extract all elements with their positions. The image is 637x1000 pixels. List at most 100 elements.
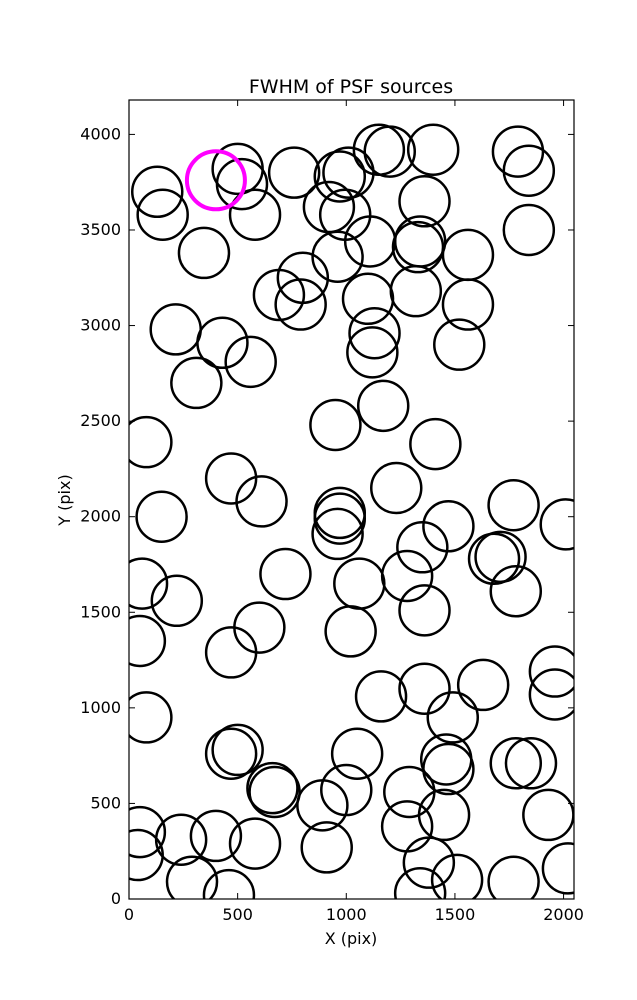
psf-source-circle — [352, 123, 406, 176]
psf-source-circle — [417, 788, 471, 842]
x-tick-label: 1500 — [435, 905, 476, 924]
psf-source-circle — [324, 605, 377, 658]
x-tick-label: 1000 — [326, 905, 367, 924]
psf-source-circle — [539, 498, 574, 551]
x-tick-label: 0 — [124, 905, 134, 924]
axis-ticks: 0 500 1000 1500 2000 0 500 1000 1500 2000 2500 3000… — [80, 100, 584, 924]
y-tick-label: 3500 — [80, 220, 121, 239]
psf-source-circle — [211, 723, 264, 777]
psf-source-circle — [202, 868, 256, 899]
plot-frame — [128, 99, 575, 900]
psf-source-circle — [246, 761, 299, 815]
y-tick-label: 1000 — [80, 698, 121, 717]
psf-source-circle — [398, 662, 451, 715]
psf-source-circle — [528, 645, 574, 698]
psf-source-circle — [130, 165, 184, 219]
y-tick-label: 1500 — [80, 602, 121, 621]
psf-source-circle — [228, 188, 282, 241]
psf-source-circle — [252, 268, 306, 322]
psf-source-circle — [233, 601, 286, 654]
psf-source-circle — [426, 691, 480, 744]
y-axis-label: Y (pix) — [55, 474, 74, 526]
psf-source-circle — [346, 326, 399, 379]
psf-source-circle — [489, 737, 543, 790]
psf-source-circle — [330, 727, 384, 780]
psf-source-circle — [380, 800, 434, 853]
psf-source-circle — [204, 727, 258, 780]
psf-source-circle — [204, 452, 258, 505]
psf-source-circle — [456, 658, 510, 712]
x-tick-label: 500 — [222, 905, 253, 924]
psf-source-circle — [356, 379, 410, 433]
y-tick-label: 500 — [90, 793, 121, 812]
psf-source-circle — [274, 278, 327, 331]
psf-source-circle — [391, 220, 445, 274]
psf-source-circle — [502, 203, 556, 257]
psf-source-circle — [196, 316, 249, 370]
y-tick-label: 0 — [111, 889, 121, 908]
psf-source-circle — [311, 230, 364, 283]
psf-source-circle — [491, 125, 545, 178]
psf-source-circle — [348, 306, 401, 360]
psf-source-circle — [300, 821, 353, 874]
psf-source-circle — [313, 150, 367, 203]
psf-source-circle — [135, 490, 188, 543]
psf-source-circle — [224, 335, 277, 389]
psf-source-circle — [389, 264, 443, 318]
psf-source-circle — [248, 765, 301, 819]
psf-source-circle — [150, 574, 204, 628]
psf-source-circle — [309, 398, 362, 452]
psf-source-circle — [487, 855, 540, 899]
psf-source-circle — [522, 788, 574, 842]
y-tick-label: 2500 — [80, 411, 121, 430]
psf-source-circle — [177, 226, 231, 280]
psf-source-circle — [402, 836, 456, 889]
psf-source-circle — [311, 507, 364, 561]
psf-source-circle — [259, 547, 312, 601]
psf-source-circle — [409, 417, 462, 471]
x-axis-label: X (pix) — [325, 929, 378, 948]
y-tick-label: 3000 — [80, 316, 121, 335]
chart-title: FWHM of PSF sources — [249, 76, 453, 98]
psf-source-circle — [296, 779, 349, 832]
psf-source-circle — [267, 146, 321, 199]
psf-source-circle — [354, 670, 408, 723]
psf-source-circle — [363, 125, 416, 178]
psf-source-circle — [422, 742, 475, 796]
psf-source-circle — [129, 805, 167, 859]
psf-source-circle — [430, 853, 484, 899]
y-tick-label: 4000 — [80, 124, 121, 143]
psf-source-circle — [398, 584, 451, 637]
psf-source-circle — [341, 272, 395, 326]
x-tick-label: 2000 — [543, 905, 584, 924]
psf-source-circle — [322, 146, 375, 199]
psf-source-circle — [313, 492, 367, 545]
psf-source-circle — [235, 475, 288, 528]
psf-source-circle — [487, 478, 540, 532]
psf-source-circle — [380, 549, 434, 603]
psf-source-circle — [528, 668, 574, 721]
psf-source-circle — [129, 691, 173, 744]
psf-source-circle — [441, 228, 495, 282]
psf-source-circle — [370, 461, 423, 515]
psf-source-circle — [170, 356, 223, 410]
psf-source-circle — [228, 817, 282, 870]
psf-source-circle — [129, 557, 169, 610]
psf-source-circle — [489, 565, 543, 618]
psf-source-circle — [129, 415, 173, 469]
highlighted-source-circle — [184, 149, 247, 212]
psf-source-circle — [441, 278, 495, 331]
psf-source-circle — [541, 842, 574, 895]
psf-source-circle — [215, 157, 269, 211]
psf-source-circle — [396, 521, 449, 574]
psf-source-circle — [204, 626, 258, 679]
psf-source-circle — [136, 188, 189, 241]
psf-source-circle — [433, 318, 486, 371]
psf-source-circle — [343, 215, 397, 268]
psf-source-circle — [406, 123, 460, 176]
psf-source-circle — [502, 144, 556, 197]
psf-source-circle — [129, 828, 164, 882]
psf-source-circle — [333, 557, 386, 610]
y-tick-label: 2000 — [80, 507, 121, 526]
psf-source-circle — [504, 737, 558, 790]
